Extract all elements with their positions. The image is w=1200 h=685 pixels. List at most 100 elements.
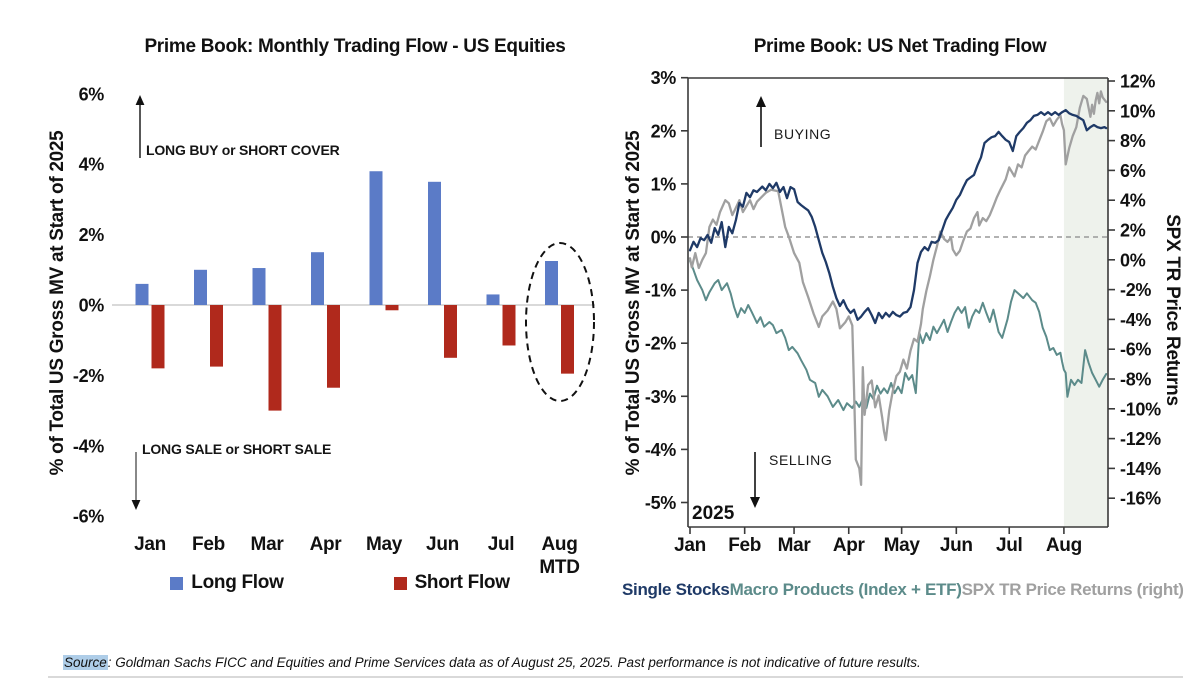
bottom-divider-line [48,676,1183,678]
left-y-tick-label: 2% [79,225,105,245]
right-chart-right-tick-label: 12% [1120,72,1155,92]
right-chart-month-label: Jan [674,535,706,556]
legend-label-short-flow: Short Flow [414,572,510,593]
right-chart-left-axis-label: % of Total US Gross MV at Start of 2025 [623,130,644,476]
left-x-category-label: MTD [539,557,579,578]
long-flow-bar [428,181,441,305]
selling-arrowhead-icon [750,497,760,508]
left-x-category-label: Aug [541,534,577,555]
left-chart-annotation-long-sale: LONG SALE or SHORT SALE [142,441,332,457]
right-chart-right-tick-label: -16% [1120,489,1161,509]
right-chart-right-tick-label: 8% [1120,131,1146,151]
right-chart-left-tick-label: 1% [651,174,677,194]
legend-item-short-flow: Short Flow [393,572,510,594]
right-chart-left-tick-label: -2% [645,334,676,354]
source-note-text: : Goldman Sachs FICC and Equities and Pr… [107,655,921,670]
short-flow-bar [502,305,516,346]
right-chart-right-tick-label: -4% [1120,310,1151,330]
right-chart-month-label: Jun [940,535,973,556]
left-x-category-label: Jan [134,534,166,555]
source-note: Source: Goldman Sachs FICC and Equities … [63,655,921,670]
left-x-category-label: Apr [310,534,343,555]
left-x-category-label: May [366,534,403,555]
long-flow-bar [135,283,149,305]
right-chart-right-tick-label: -2% [1120,280,1151,300]
series-line-single-stocks [688,108,1108,325]
right-chart-annotation-buying: BUYING [774,126,832,142]
right-chart-right-tick-label: 6% [1120,161,1146,181]
right-chart-month-label: Mar [778,535,812,556]
series-line-macro-products-index-etf- [689,259,1108,412]
legend-label-spx-tr: SPX TR Price Returns (right) [961,580,1184,599]
left-y-tick-label: 4% [79,155,105,175]
right-chart-title: Prime Book: US Net Trading Flow [753,36,1047,57]
short-flow-bar [561,305,574,374]
long-flow-swatch-icon [170,576,184,590]
august-mtd-shaded-band [1063,78,1108,527]
right-chart-left-tick-label: -1% [645,281,676,301]
legend-label-single-stocks: Single Stocks [622,580,730,599]
short-flow-swatch-icon [393,576,407,590]
legend-label-macro-products: Macro Products (Index + ETF) [729,580,962,599]
right-chart-right-tick-label: -10% [1120,399,1161,419]
right-chart-left-tick-label: 3% [651,68,677,88]
right-chart-right-tick-label: 10% [1120,101,1155,121]
left-y-tick-label: -6% [73,507,104,527]
right-chart-month-label: Apr [833,535,866,556]
x-axis-year-label: 2025 [692,503,735,524]
left-chart-legend: Long Flow Short Flow [140,572,540,594]
right-chart-right-tick-label: 4% [1120,191,1146,211]
short-flow-bar [210,305,223,367]
right-chart-right-tick-label: -8% [1120,370,1151,390]
short-flow-bar [444,305,457,358]
left-y-tick-label: 0% [79,296,105,316]
right-chart-left-tick-label: -4% [645,440,676,460]
left-x-category-label: Jul [488,534,515,555]
left-chart-annotation-long-buy: LONG BUY or SHORT COVER [146,142,340,158]
long-buy-arrowhead-icon [135,95,145,105]
left-x-category-label: Feb [192,534,225,555]
series-line-spx-tr-price-returns-right- [688,90,1108,486]
buying-arrowhead-icon [756,96,766,107]
right-chart-right-axis-label: SPX TR Price Returns [1162,214,1183,406]
long-flow-bar [311,252,324,305]
short-flow-bar [327,305,340,388]
right-chart-month-label: Feb [728,535,761,556]
right-chart-left-tick-label: 2% [651,121,677,141]
left-y-tick-label: -2% [73,366,104,386]
long-flow-bar [486,294,500,305]
left-x-category-label: Jun [426,534,459,555]
legend-label-long-flow: Long Flow [191,572,284,593]
right-chart-right-tick-label: 0% [1120,250,1146,270]
right-chart-right-tick-label: -12% [1120,429,1161,449]
right-chart-right-tick-label: -6% [1120,340,1151,360]
right-chart-left-tick-label: -5% [645,493,676,513]
long-flow-bar [252,268,266,305]
long-flow-bar [545,261,558,305]
left-y-tick-label: 6% [79,84,105,104]
short-flow-bar [385,305,399,311]
legend-item-long-flow: Long Flow [170,572,284,594]
short-flow-bar [151,305,165,369]
right-chart-left-tick-label: -3% [645,387,676,407]
right-chart-right-tick-label: -14% [1120,459,1161,479]
long-flow-bar [369,171,383,305]
source-note-highlighted-word: Source [63,655,108,670]
long-flow-bar [194,269,207,305]
left-chart-title: Prime Book: Monthly Trading Flow - US Eq… [144,36,566,57]
right-chart-right-tick-label: 2% [1120,221,1146,241]
long-sale-arrowhead-icon [131,500,141,510]
left-x-category-label: Mar [251,534,285,555]
right-chart-left-tick-label: 0% [651,228,677,248]
right-chart-legend: Single Stocks Macro Products (Index + ET… [622,580,1184,600]
right-chart-month-label: Aug [1046,535,1082,556]
aug-mtd-highlight-ellipse [525,242,595,402]
left-y-tick-label: -4% [73,436,104,456]
short-flow-bar [268,305,282,411]
left-chart-y-axis-label: % of Total US Gross MV at Start of 2025 [47,130,68,476]
right-chart-month-label: May [884,535,921,556]
right-chart-month-label: Jul [996,535,1023,556]
right-chart-annotation-selling: SELLING [769,452,833,468]
